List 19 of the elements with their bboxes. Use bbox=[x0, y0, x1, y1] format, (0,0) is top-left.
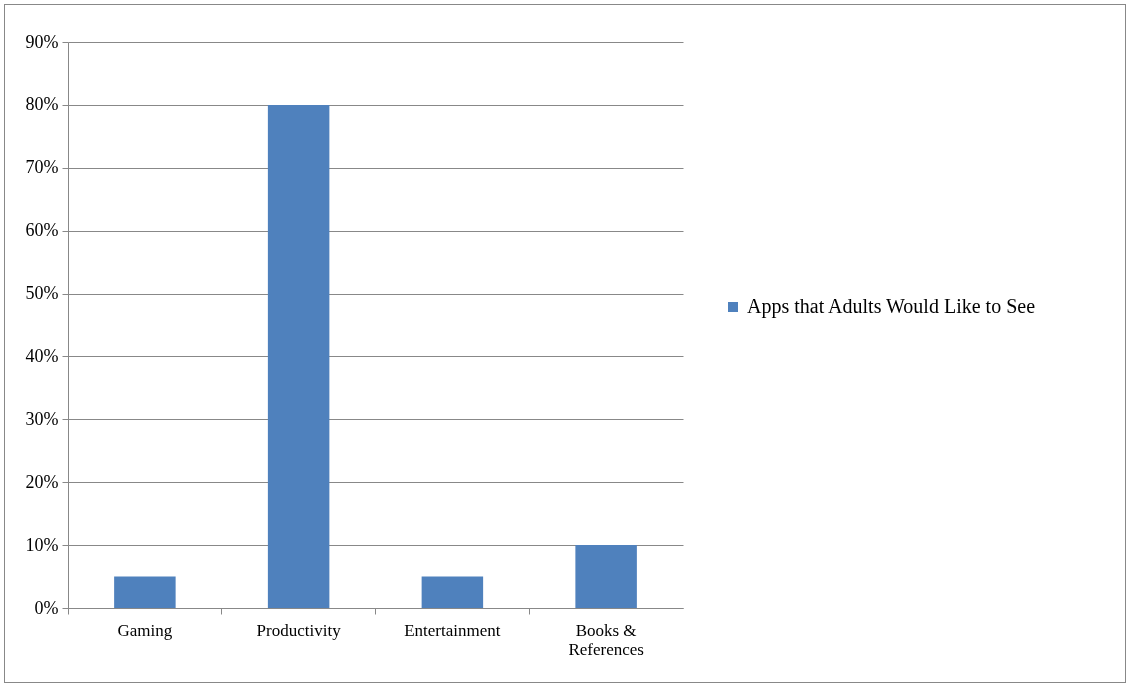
y-tick-label: 20% bbox=[25, 471, 59, 492]
x-tick-label: Books & References bbox=[568, 620, 644, 659]
y-tick-label: 90% bbox=[25, 31, 59, 52]
legend-label: Apps that Adults Would Like to See bbox=[747, 295, 1036, 318]
bar bbox=[575, 545, 637, 608]
y-tick-label: 10% bbox=[25, 534, 59, 555]
x-tick-label: Gaming bbox=[117, 620, 173, 640]
bar bbox=[421, 576, 484, 608]
y-tick-label: 60% bbox=[25, 220, 59, 241]
y-tick-label: 0% bbox=[34, 597, 59, 618]
y-tick-label: 40% bbox=[25, 345, 59, 366]
bar bbox=[267, 104, 330, 608]
y-tick-label: 50% bbox=[25, 283, 59, 304]
x-tick-label: Entertainment bbox=[404, 620, 501, 640]
bar bbox=[114, 576, 176, 608]
y-tick-label: 30% bbox=[25, 408, 59, 429]
y-tick-label: 80% bbox=[25, 94, 59, 115]
y-tick-label: 70% bbox=[25, 157, 59, 178]
x-tick-label: Productivity bbox=[256, 620, 342, 640]
